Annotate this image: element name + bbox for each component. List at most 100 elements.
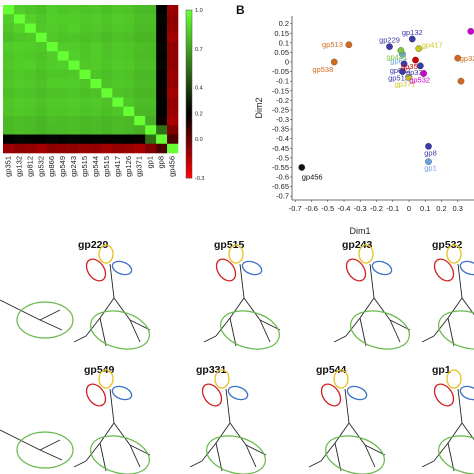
heatmap-cell <box>101 5 113 15</box>
heatmap-cell <box>123 32 135 43</box>
heatmap-cell <box>167 32 179 43</box>
heatmap-cell <box>24 125 37 135</box>
colorbar-tick: -0.3 <box>195 176 204 182</box>
y-tick-label: -0.1 <box>276 77 289 86</box>
tree-branch <box>447 442 455 472</box>
heatmap-cell <box>156 42 168 52</box>
y-tick-label: -0.35 <box>272 125 289 134</box>
heatmap-cell <box>3 97 15 108</box>
tree-loop-green <box>90 310 150 350</box>
heatmap-cell <box>35 23 48 34</box>
y-tick-label: -0.15 <box>272 86 289 95</box>
colorbar-segment <box>186 15 192 19</box>
tree-loop-red <box>433 258 455 282</box>
heatmap-col-label: gp126 <box>124 156 133 177</box>
tree-branch <box>344 388 350 424</box>
heatmap-cell <box>57 23 69 34</box>
heatmap-cell <box>79 23 91 34</box>
heatmap-cell <box>13 42 26 52</box>
tree-branch <box>99 297 115 319</box>
heatmap-cell <box>134 51 146 61</box>
heatmap-cell <box>3 134 15 145</box>
tree-branch <box>433 317 449 337</box>
heatmap-cell <box>134 143 146 154</box>
colorbar-segment <box>186 94 192 98</box>
scatter-point-label: gp532 <box>409 76 430 85</box>
heatmap-cell <box>3 32 15 43</box>
colorbar-segment <box>186 21 192 25</box>
heatmap-cell <box>24 32 37 43</box>
scatter-point-label: gp417 <box>422 41 443 50</box>
heatmap-cell <box>123 88 135 98</box>
tree-sketch-partial <box>0 429 74 469</box>
scatter-point-label: gp513 <box>322 40 343 49</box>
heatmap-cell <box>24 106 37 117</box>
colorbar-segment <box>186 152 192 156</box>
heatmap-cell <box>79 134 91 145</box>
tree-sketch <box>308 369 386 474</box>
x-tick-label: 0.1 <box>420 204 430 213</box>
y-tick-label: -0.45 <box>272 144 289 153</box>
tree-label: gp532 <box>432 239 463 251</box>
tree-sketch <box>333 244 411 350</box>
colorbar-segment <box>186 150 192 154</box>
heatmap-cell <box>57 143 69 154</box>
heatmap-cell <box>123 5 135 15</box>
heatmap-cell <box>123 60 135 71</box>
heatmap-cell <box>134 14 146 24</box>
heatmap-cell <box>57 106 69 117</box>
heatmap-cell <box>46 51 58 61</box>
tree-label: gp544 <box>316 364 347 376</box>
heatmap-cell <box>24 134 37 145</box>
scatter-point <box>425 158 432 166</box>
tree-loop-yellow <box>358 244 374 264</box>
heatmap-cell <box>3 5 15 15</box>
colorbar-segment <box>186 133 192 137</box>
heatmap-cell <box>13 106 26 117</box>
tree-loop-red <box>85 383 107 407</box>
heatmap-cell <box>13 116 26 126</box>
tree-branch <box>39 319 63 331</box>
panel-b-label: B <box>236 3 245 17</box>
heatmap-cell <box>46 116 58 126</box>
heatmap-cell <box>3 42 15 52</box>
heatmap-cell <box>101 125 113 135</box>
heatmap-cell <box>112 125 124 135</box>
heatmap-cell <box>134 69 146 80</box>
heatmap-cell <box>68 69 80 80</box>
colorbar-segment <box>186 138 192 142</box>
tree-branch <box>457 263 463 299</box>
scatter-point <box>399 68 406 75</box>
tree-branch <box>113 297 131 321</box>
heatmap-cell <box>112 88 124 98</box>
heatmap-cell <box>156 106 168 117</box>
heatmap-cell <box>145 143 157 154</box>
y-tick-label: -0.65 <box>272 182 289 191</box>
heatmap-cell <box>24 23 37 34</box>
heatmap-cell <box>35 42 48 52</box>
heatmap-cell <box>112 143 124 154</box>
heatmap-cell <box>57 116 69 126</box>
heatmap-cell <box>79 14 91 24</box>
tree-loop-blue <box>459 260 474 276</box>
heatmap-cell <box>101 116 113 126</box>
heatmap-cell <box>145 14 157 24</box>
y-tick-label: 0 <box>285 58 289 67</box>
heatmap-col-label: gp8 <box>157 156 166 169</box>
heatmap-cell <box>112 42 124 52</box>
heatmap-cell <box>156 14 168 24</box>
colorbar-tick: 0.2 <box>195 111 203 117</box>
heatmap-cell <box>156 79 168 89</box>
colorbar-segment <box>186 119 192 123</box>
heatmap-cell <box>156 116 168 126</box>
colorbar-segment <box>186 68 192 72</box>
heatmap-cell <box>101 14 113 24</box>
tree-label: gp549 <box>84 364 115 376</box>
tree-branch <box>461 422 474 441</box>
colorbar-segment <box>186 57 192 61</box>
scatter-point <box>345 41 353 49</box>
heatmap-cell <box>57 5 69 15</box>
x-tick-label: -0.7 <box>289 204 302 213</box>
heatmap-cell <box>156 23 168 34</box>
